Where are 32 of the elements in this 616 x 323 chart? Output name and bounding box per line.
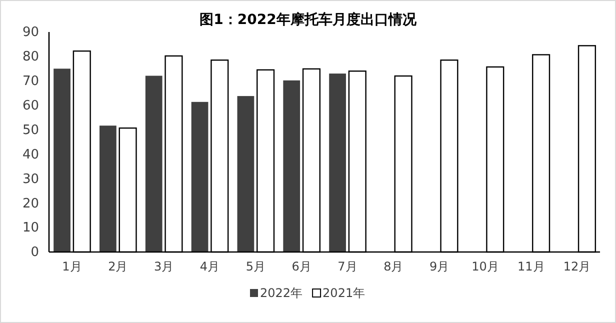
y-tick-label: 30 <box>22 172 39 187</box>
bar <box>191 102 208 252</box>
x-tick-label: 11月 <box>517 260 545 274</box>
bar <box>54 68 70 252</box>
y-tick-label: 0 <box>30 245 39 260</box>
x-tick-label: 9月 <box>429 260 450 274</box>
x-tick-label: 2月 <box>108 260 128 274</box>
bar <box>145 76 162 252</box>
legend-label: 2021年 <box>322 286 366 300</box>
bar <box>100 126 116 252</box>
x-tick-label: 12月 <box>563 260 591 274</box>
x-tick-label: 7月 <box>338 260 358 274</box>
x-tick-label: 8月 <box>384 260 404 274</box>
x-tick-label: 10月 <box>472 260 499 274</box>
bar <box>283 80 300 252</box>
bar <box>237 96 254 252</box>
y-tick-label: 50 <box>22 122 39 138</box>
legend-label: 2022年 <box>260 286 303 300</box>
x-tick-label: 6月 <box>292 260 312 274</box>
y-tick-label: 20 <box>22 196 39 212</box>
bar <box>329 74 346 252</box>
y-tick-label: 60 <box>22 98 39 114</box>
y-tick-label: 70 <box>22 74 39 90</box>
x-tick-label: 5月 <box>246 260 266 274</box>
x-tick-label: 3月 <box>154 260 174 274</box>
y-tick-label: 10 <box>22 220 39 236</box>
x-tick-label: 1月 <box>62 260 82 274</box>
y-tick-label: 90 <box>22 25 39 40</box>
y-tick-label: 40 <box>22 147 39 162</box>
chart-title: 图1：2022年摩托车月度出口情况 <box>200 11 418 28</box>
y-tick-label: 80 <box>22 50 39 65</box>
x-tick-label: 4月 <box>200 260 220 274</box>
